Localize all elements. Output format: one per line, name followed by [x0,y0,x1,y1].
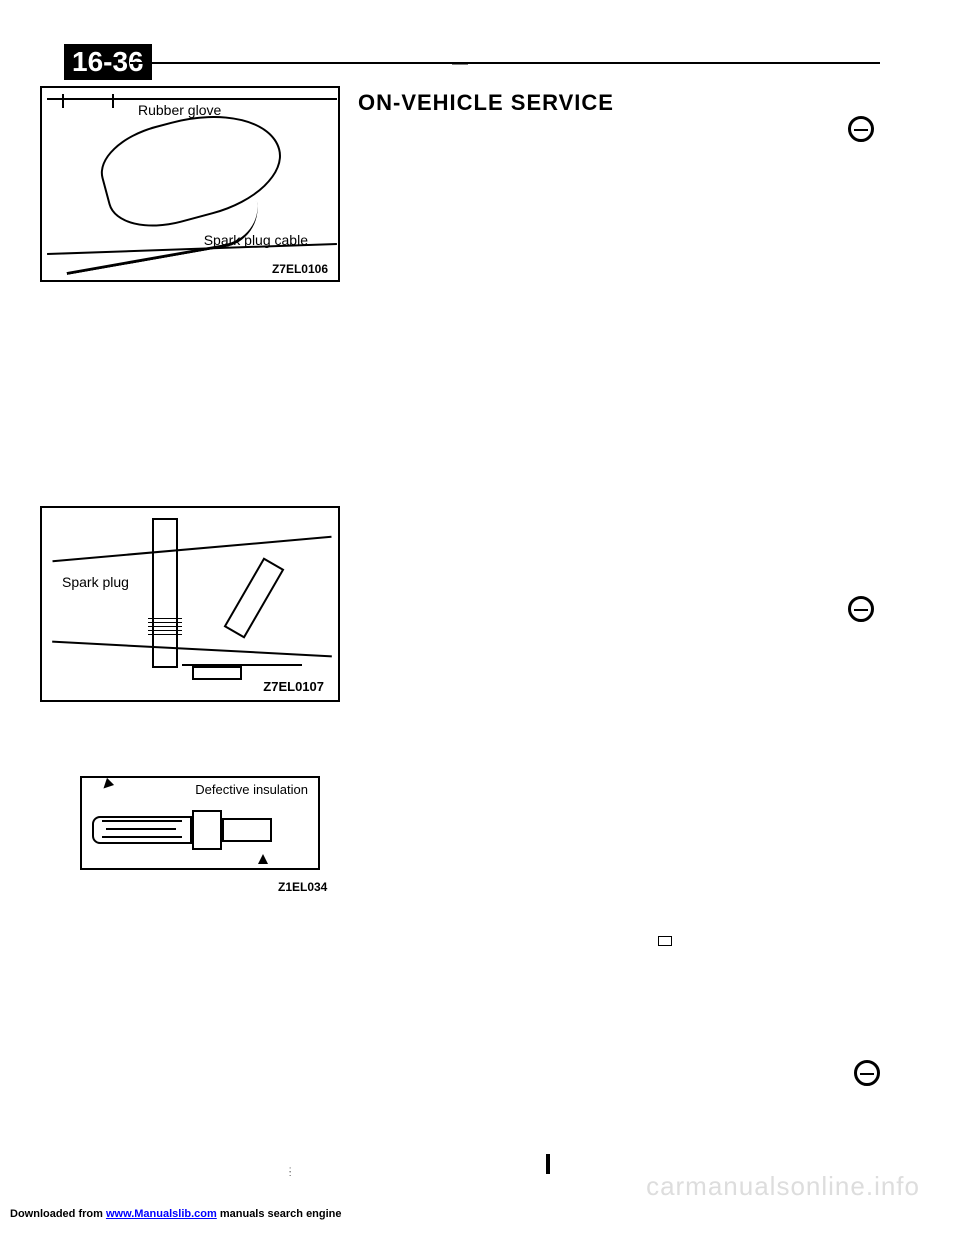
figure-defective-insulation: Defective insulation [80,776,320,870]
plug-tip [222,818,272,842]
circle-mark-icon [848,596,874,622]
main-heading: ON-VEHICLE SERVICE [358,90,614,116]
header-rule [130,62,880,64]
plug-hex [192,810,222,850]
figure2-label-plug: Spark plug [62,574,129,590]
arrow-icon [258,854,268,864]
plug-threads-illustration [148,618,182,648]
cylinder-illustration [224,557,285,638]
sketch-shape [192,666,242,680]
circle-mark-icon [854,1060,880,1086]
spark-plug-illustration [92,798,232,848]
sketch-line [52,536,331,562]
watermark: carmanualsonline.info [646,1171,920,1202]
dots-mark: :: [289,1168,291,1176]
footer-suffix: manuals search engine [217,1208,342,1220]
figure1-label-cable: Spark plug cable [204,232,308,248]
sketch-line [47,98,337,100]
arrow-icon [100,778,114,792]
sketch-line [102,820,182,822]
footer-link[interactable]: www.Manualslib.com [106,1208,217,1220]
figure3-label-insulation: Defective insulation [195,782,308,797]
sketch-line [112,94,114,108]
sketch-line [52,641,332,658]
figure3-code: Z1EL034 [278,880,327,894]
small-mark [658,936,672,946]
figure-spark-plug-install: Spark plug Z7EL0107 [40,506,340,702]
figure2-code: Z7EL0107 [263,679,324,694]
sketch-line [62,94,64,108]
sketch-line [106,828,176,830]
header-dash: — [452,55,468,73]
figure1-code: Z7EL0106 [272,262,328,276]
vertical-bar-mark [546,1154,550,1174]
figure-rubber-glove: Rubber glove Spark plug cable Z7EL0106 [40,86,340,282]
footer-text: Downloaded from www.Manualslib.com manua… [10,1208,342,1220]
circle-mark-icon [848,116,874,142]
sketch-line [102,836,182,838]
footer-prefix: Downloaded from [10,1208,106,1220]
